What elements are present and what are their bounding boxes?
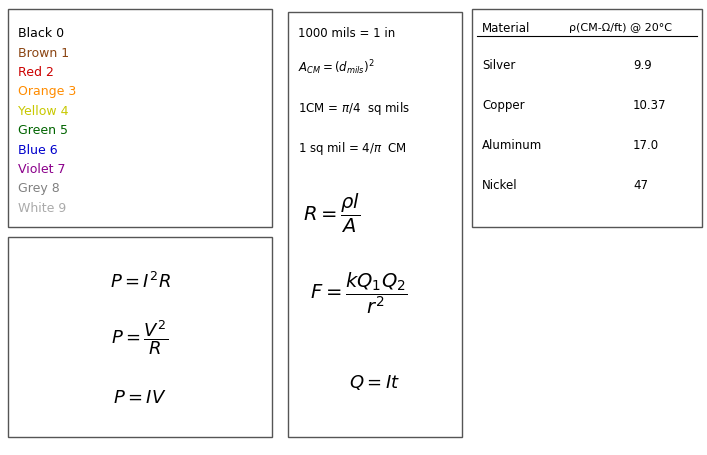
Text: Grey 8: Grey 8 — [18, 182, 60, 195]
Text: Blue 6: Blue 6 — [18, 143, 58, 156]
Text: Orange 3: Orange 3 — [18, 85, 76, 98]
Text: 1 sq mil = 4/$\pi$  CM: 1 sq mil = 4/$\pi$ CM — [298, 139, 407, 156]
Text: Aluminum: Aluminum — [482, 138, 542, 151]
Text: Black 0: Black 0 — [18, 27, 64, 40]
Text: $R = \dfrac{\rho l}{A}$: $R = \dfrac{\rho l}{A}$ — [303, 191, 361, 234]
Text: $P = IV$: $P = IV$ — [113, 388, 167, 406]
Text: 10.37: 10.37 — [633, 98, 667, 111]
Bar — [472, 10, 702, 227]
Text: $A_{CM} = (d_{mils})^2$: $A_{CM} = (d_{mils})^2$ — [298, 59, 375, 77]
Text: ρ(CM-Ω/ft) @ 20°C: ρ(CM-Ω/ft) @ 20°C — [568, 23, 672, 33]
Bar — [288, 13, 462, 437]
Text: $P = I^2R$: $P = I^2R$ — [110, 271, 170, 291]
Text: Green 5: Green 5 — [18, 124, 68, 137]
Text: $Q = It$: $Q = It$ — [349, 373, 401, 392]
Text: Violet 7: Violet 7 — [18, 162, 66, 176]
Text: Brown 1: Brown 1 — [18, 46, 69, 60]
Text: 1CM = $\pi$/4  sq mils: 1CM = $\pi$/4 sq mils — [298, 99, 410, 116]
Text: 47: 47 — [633, 178, 648, 191]
Text: Yellow 4: Yellow 4 — [18, 105, 69, 117]
Text: 9.9: 9.9 — [633, 58, 652, 71]
Text: Silver: Silver — [482, 58, 515, 71]
Text: $P = \dfrac{V^2}{R}$: $P = \dfrac{V^2}{R}$ — [112, 318, 168, 357]
Text: Red 2: Red 2 — [18, 66, 54, 79]
Text: Copper: Copper — [482, 98, 525, 111]
Bar — [8, 238, 272, 437]
Text: 1000 mils = 1 in: 1000 mils = 1 in — [298, 26, 395, 40]
Text: 17.0: 17.0 — [633, 138, 659, 151]
Text: $F = \dfrac{kQ_1Q_2}{r^2}$: $F = \dfrac{kQ_1Q_2}{r^2}$ — [310, 269, 408, 315]
Text: Material: Material — [482, 21, 530, 35]
Text: Nickel: Nickel — [482, 178, 518, 191]
Bar — [8, 10, 272, 227]
Text: White 9: White 9 — [18, 202, 66, 214]
